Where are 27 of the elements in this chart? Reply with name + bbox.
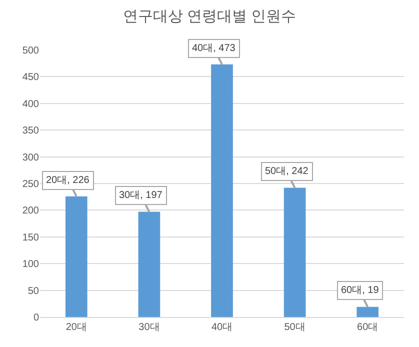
bar (284, 188, 306, 317)
bar (65, 196, 88, 317)
bar (211, 64, 233, 317)
data-label: 40대, 473 (192, 43, 236, 54)
y-tick-label: 400 (22, 98, 40, 110)
data-label: 30대, 197 (119, 190, 163, 201)
y-tick-label: 300 (22, 152, 40, 164)
x-tick-label: 30대 (138, 322, 160, 333)
y-tick-label: 350 (22, 126, 40, 137)
bar (138, 212, 160, 317)
y-tick-label: 50 (28, 286, 40, 297)
y-tick-label: 450 (22, 72, 40, 84)
y-tick-label: 200 (22, 206, 40, 217)
y-tick-label: 0 (33, 312, 40, 324)
y-tick-label: 100 (22, 259, 40, 270)
data-label: 20대, 226 (46, 175, 90, 186)
x-tick-label: 20대 (66, 322, 87, 333)
chart-title: 연구대상 연령대별 인원수 (122, 8, 296, 25)
bar (356, 306, 379, 317)
y-tick-label: 150 (22, 232, 40, 244)
y-tick-label: 250 (22, 179, 40, 190)
data-label: 60대, 19 (341, 285, 380, 296)
x-tick-label: 60대 (357, 322, 378, 333)
x-tick-label: 40대 (211, 322, 233, 333)
y-tick-label: 500 (22, 46, 40, 56)
x-tick-label: 50대 (284, 322, 306, 333)
data-label: 50대, 242 (265, 166, 309, 177)
